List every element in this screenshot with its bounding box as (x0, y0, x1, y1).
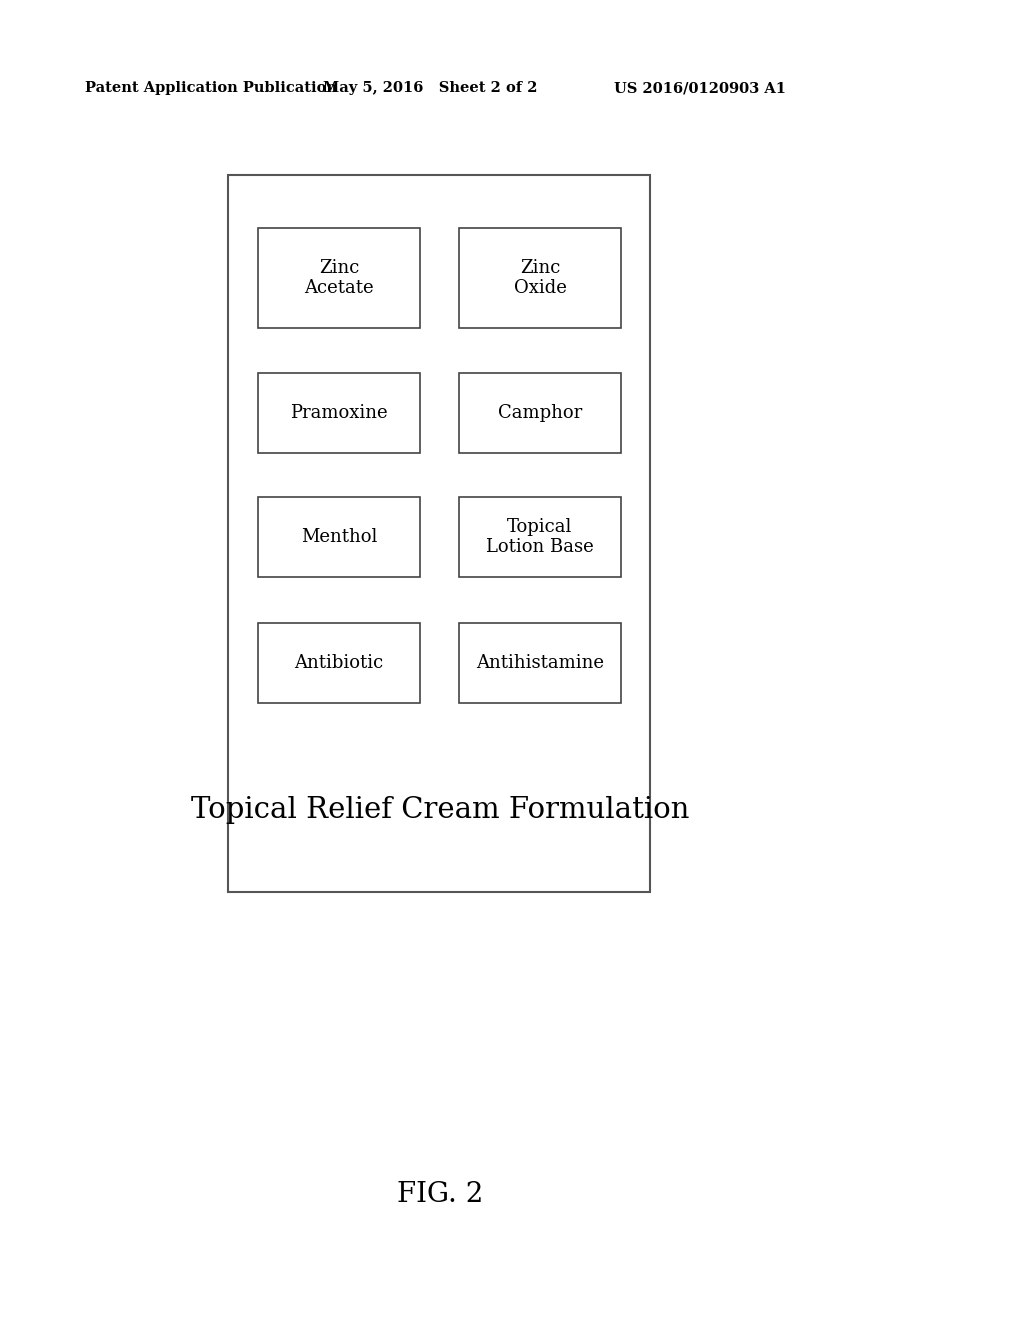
Text: Zinc
Oxide: Zinc Oxide (514, 259, 566, 297)
Text: FIG. 2: FIG. 2 (397, 1181, 483, 1209)
Bar (459, 374, 621, 453)
Bar (258, 374, 420, 453)
Text: Topical
Lotion Base: Topical Lotion Base (486, 517, 594, 557)
Text: Patent Application Publication: Patent Application Publication (85, 81, 337, 95)
Text: Pramoxine: Pramoxine (290, 404, 388, 422)
Text: Zinc
Acetate: Zinc Acetate (304, 259, 374, 297)
Bar (459, 623, 621, 704)
Bar (258, 498, 420, 577)
Bar (459, 228, 621, 327)
Bar (459, 498, 621, 577)
Text: May 5, 2016   Sheet 2 of 2: May 5, 2016 Sheet 2 of 2 (323, 81, 538, 95)
Bar (258, 623, 420, 704)
Text: Topical Relief Cream Formulation: Topical Relief Cream Formulation (190, 796, 689, 824)
Text: Camphor: Camphor (498, 404, 582, 422)
Text: US 2016/0120903 A1: US 2016/0120903 A1 (614, 81, 786, 95)
Text: Menthol: Menthol (301, 528, 377, 546)
Bar (228, 176, 650, 892)
Text: Antihistamine: Antihistamine (476, 653, 604, 672)
Bar (258, 228, 420, 327)
Text: Antibiotic: Antibiotic (294, 653, 384, 672)
